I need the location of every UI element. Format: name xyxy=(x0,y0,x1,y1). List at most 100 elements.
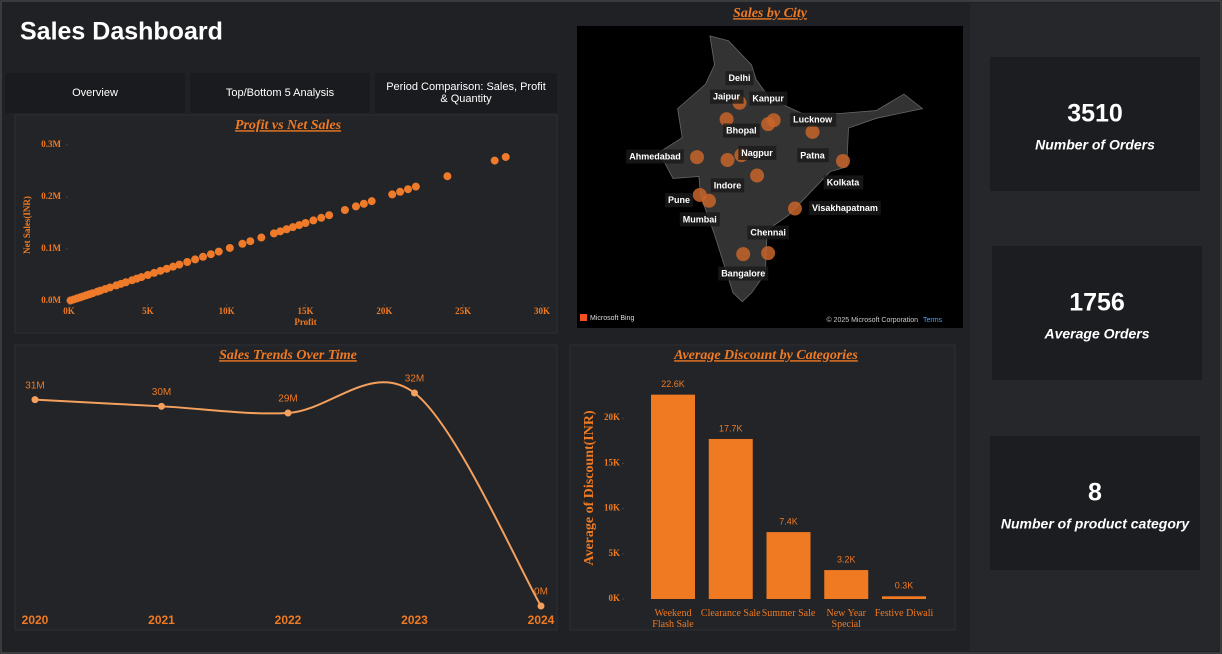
scatter-point xyxy=(137,273,146,282)
label-bg xyxy=(749,91,788,106)
x-tick-label: 2020 xyxy=(22,613,49,627)
scatter-point xyxy=(340,206,349,214)
y-tick-label: 10K xyxy=(604,503,620,513)
y-tick-label: 0.0M xyxy=(41,295,61,305)
scatter-point xyxy=(150,268,159,277)
y-tick-label: 20K xyxy=(604,412,620,422)
data-label: 22.6K xyxy=(661,379,685,389)
x-tick-label: 25K xyxy=(455,306,471,316)
city-bubble xyxy=(761,246,776,261)
city-bubble xyxy=(719,112,734,127)
city-bubble xyxy=(805,124,820,139)
scatter-point xyxy=(301,219,310,227)
scatter-point xyxy=(351,202,360,211)
label-bg xyxy=(797,148,829,163)
scatter-point xyxy=(105,283,114,292)
label-bg xyxy=(823,175,864,190)
city-label: Mumbai xyxy=(683,214,717,224)
scatter-point xyxy=(121,278,130,287)
y-tick-label: 15K xyxy=(604,457,620,467)
label-bg xyxy=(809,200,881,215)
line-point xyxy=(284,409,292,417)
scatter-point xyxy=(403,185,412,194)
data-label: 0.3K xyxy=(895,581,914,591)
kpi-card xyxy=(992,246,1202,380)
kpi-card xyxy=(990,436,1200,570)
nav-tab[interactable]: Top/Bottom 5 Analysis xyxy=(190,73,370,113)
city-label: Indore xyxy=(714,180,742,190)
scatter-point xyxy=(443,172,452,181)
scatter-point xyxy=(156,266,165,275)
data-label: 29M xyxy=(278,394,297,405)
y-tick-label: 5K xyxy=(608,548,620,558)
map-provider: Microsoft Bing xyxy=(590,315,634,322)
kpi-label: Number of Orders xyxy=(1035,137,1155,153)
scatter-point xyxy=(288,223,297,232)
map-copyright: © 2025 Microsoft Corporation xyxy=(826,316,918,324)
label-bg xyxy=(725,71,754,86)
line-point xyxy=(158,402,165,410)
kpi-label: Number of product category xyxy=(1001,516,1190,532)
y-tick-label: 0K xyxy=(608,593,620,603)
scatter-point xyxy=(282,225,291,234)
city-label: Chennai xyxy=(750,228,786,238)
panel xyxy=(14,344,558,631)
data-label: 31M xyxy=(25,380,44,391)
data-label: 0M xyxy=(534,587,548,598)
line-point xyxy=(411,389,418,397)
label-bg xyxy=(718,266,769,281)
x-tick-label: 5K xyxy=(142,306,154,316)
scatter-point xyxy=(396,187,405,196)
map-terms: Terms xyxy=(923,317,943,324)
kpi-value: 3510 xyxy=(1067,100,1123,128)
label-bg xyxy=(723,123,760,138)
city-label: Nagpur xyxy=(741,148,773,158)
label-bg xyxy=(747,225,789,240)
data-label: 30M xyxy=(152,387,171,398)
bar xyxy=(708,438,753,599)
x-tick-label: New Year Special xyxy=(826,608,866,630)
x-tick-label: Weekend Flash Sale xyxy=(652,608,694,630)
x-tick-label: Summer Sale xyxy=(761,608,816,619)
kpi-value: 1756 xyxy=(1069,289,1125,317)
x-tick-label: 0K xyxy=(63,306,75,316)
city-label: Jaipur xyxy=(713,92,741,102)
x-tick-label: 2021 xyxy=(148,613,175,627)
city-bubble xyxy=(720,153,735,168)
scatter-point xyxy=(367,197,376,206)
nav-tab[interactable]: Period Comparison: Sales, Profit & Quant… xyxy=(375,73,557,113)
bar xyxy=(824,570,869,599)
x-tick-label: Clearance Sale xyxy=(700,608,761,619)
line-point xyxy=(31,396,39,404)
scatter-point xyxy=(183,258,192,266)
nav-tab[interactable]: Overview xyxy=(5,73,185,113)
data-label: 17.7K xyxy=(719,423,743,433)
panel xyxy=(14,114,558,334)
label-bg xyxy=(790,112,837,127)
city-bubble xyxy=(750,168,765,183)
y-tick-label: 0.2M xyxy=(41,191,61,201)
scatter-point xyxy=(238,239,247,248)
scatter-point xyxy=(169,262,178,271)
line-point xyxy=(537,602,545,610)
bar xyxy=(766,532,811,599)
scatter-point xyxy=(214,247,223,256)
x-tick-label: 2022 xyxy=(275,613,302,627)
city-bubble xyxy=(690,150,704,165)
scatter-point xyxy=(269,229,278,238)
scatter-point xyxy=(411,182,420,191)
y-axis-label: Average of Discount(INR) xyxy=(582,410,597,566)
scatter-point xyxy=(206,250,215,259)
y-axis-label: Net Sales(INR) xyxy=(22,196,32,254)
data-label: 32M xyxy=(405,374,424,385)
line xyxy=(34,381,542,607)
scatter-point xyxy=(388,190,397,199)
bar xyxy=(651,394,695,599)
label-bg xyxy=(679,212,720,227)
city-label: Visakhapatnam xyxy=(812,203,878,213)
x-tick-label: Festive Diwali xyxy=(874,608,934,619)
city-label: Delhi xyxy=(728,73,750,83)
kpi-value: 8 xyxy=(1088,479,1102,507)
